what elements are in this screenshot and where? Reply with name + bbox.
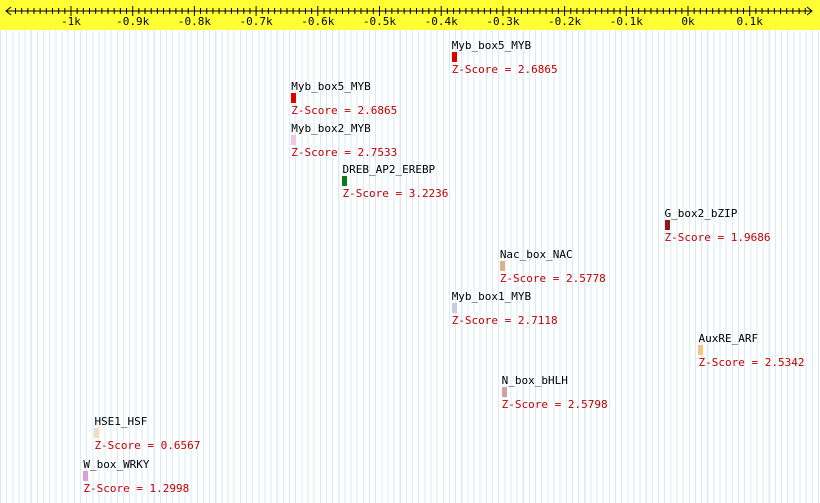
tick-label: -0.4k [424,15,458,28]
tick-label: -0.7k [239,15,273,28]
site-name: Nac_box_NAC [499,248,573,261]
site-name: DREB_AP2_EREBP [342,163,436,176]
site-z-score: Z-Score = 3.2236 [342,187,449,200]
site-z-score: Z-Score = 2.6865 [451,63,558,76]
tick-label: -0.2k [548,15,582,28]
site-marker[interactable] [291,93,297,103]
site-name: Myb_box1_MYB [451,290,532,303]
site-z-score: Z-Score = 0.6567 [94,439,201,452]
site-z-score: Z-Score = 2.5798 [501,398,608,411]
site-z-score: Z-Score = 2.7118 [451,314,558,327]
tick-label: -0.8k [177,15,211,28]
tick-label: -0.9k [116,15,150,28]
site-name: AuxRE_ARF [698,332,759,345]
tick-label: -0.3k [486,15,520,28]
site-z-score: Z-Score = 2.7533 [291,146,398,159]
site-name: G_box2_bZIP [664,207,738,220]
site-marker[interactable] [698,345,704,355]
site-z-score: Z-Score = 2.5778 [499,272,606,285]
site-marker[interactable] [94,428,100,438]
tick-label: -0.5k [362,15,397,28]
site-z-score: Z-Score = 1.9686 [664,231,771,244]
site-name: HSE1_HSF [94,415,148,428]
site-marker[interactable] [342,176,348,186]
site-name: W_box_WRKY [83,458,150,471]
site-name: N_box_bHLH [501,374,568,387]
site-z-score: Z-Score = 2.5342 [698,356,805,369]
tick-label: -0.6k [301,15,335,28]
tick-label: -1k [61,15,81,28]
site-marker[interactable] [291,135,297,145]
site-name: Myb_box5_MYB [451,39,532,52]
tick-label: 0.1k [736,15,763,28]
site-marker[interactable] [499,261,505,271]
position-ruler: -1k -0.9k -0.8k -0.7k -0.6k -0.5k -0.4k -0.3k -0… [0,0,820,30]
axis-arrow-left-icon [5,6,12,16]
ruler-axis [5,6,813,16]
site-marker[interactable] [664,220,670,230]
site-marker[interactable] [451,303,457,313]
site-z-score: Z-Score = 1.2998 [83,482,190,495]
tick-label: 0k [681,15,695,28]
tick-label: -0.1k [609,15,643,28]
site-name: Myb_box2_MYB [291,122,371,135]
site-name: Myb_box5_MYB [291,80,371,93]
site-marker[interactable] [501,387,507,397]
site-marker[interactable] [451,52,457,62]
axis-arrow-right-icon [806,6,813,16]
site-z-score: Z-Score = 2.6865 [291,104,398,117]
site-marker[interactable] [83,471,89,481]
